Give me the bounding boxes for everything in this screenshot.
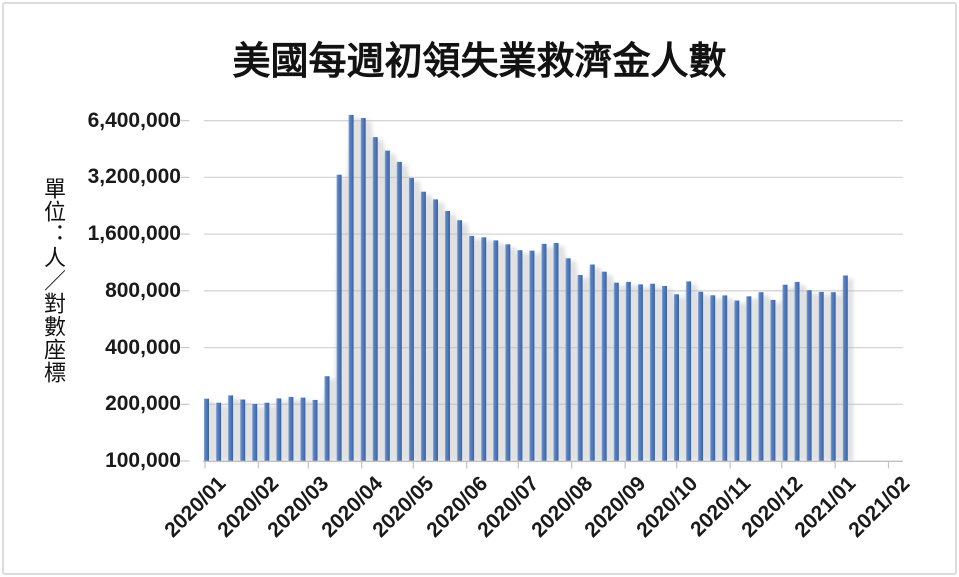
bar — [288, 396, 294, 461]
bar — [806, 290, 812, 461]
bar — [734, 300, 740, 461]
bar — [420, 191, 426, 461]
bar — [204, 398, 209, 461]
bar — [577, 275, 583, 461]
bar — [276, 398, 282, 461]
bar — [782, 284, 788, 461]
bar — [216, 402, 222, 461]
bar — [384, 150, 390, 461]
bar — [674, 294, 679, 461]
bar — [264, 402, 270, 461]
bar — [662, 286, 667, 461]
bar — [842, 275, 848, 461]
y-axis-tick-label: 1,600,000 — [87, 222, 181, 245]
bar — [818, 291, 824, 461]
y-axis-tick-label: 400,000 — [105, 336, 181, 359]
bar — [589, 264, 595, 461]
bar — [433, 199, 438, 461]
bar — [601, 271, 607, 461]
bar — [457, 220, 463, 461]
bar — [529, 250, 535, 461]
bar — [710, 295, 716, 461]
bar — [252, 403, 258, 461]
bar — [228, 395, 234, 461]
bar — [625, 281, 631, 461]
bar — [300, 397, 306, 461]
bar — [686, 281, 692, 461]
y-axis-tick-label: 3,200,000 — [87, 165, 181, 188]
bar — [360, 118, 366, 461]
bar — [698, 291, 704, 461]
bar — [312, 399, 318, 461]
y-axis-tick-label: 800,000 — [105, 279, 181, 302]
bar — [794, 281, 800, 461]
bar — [541, 243, 547, 461]
bar — [240, 399, 246, 461]
bar — [770, 299, 776, 461]
bar — [637, 284, 643, 461]
bar — [758, 292, 764, 461]
y-axis-unit-label: 單位：人／對數座標 — [41, 177, 66, 384]
bar — [445, 211, 450, 461]
bar — [396, 161, 402, 461]
bar — [493, 240, 499, 461]
bar — [481, 237, 487, 461]
bar — [553, 243, 559, 461]
bar — [505, 244, 511, 461]
bar — [722, 295, 728, 461]
bar — [830, 292, 836, 461]
bar — [649, 283, 655, 461]
bar — [469, 235, 475, 461]
y-axis-tick-label: 200,000 — [105, 392, 181, 415]
bar — [408, 178, 414, 461]
y-axis-tick-label: 100,000 — [105, 449, 181, 472]
bar — [613, 282, 619, 461]
bars-shadow — [205, 117, 854, 462]
bar — [348, 114, 354, 462]
chart-title: 美國每週初領失業救濟金人數 — [232, 41, 727, 83]
bar — [517, 250, 523, 461]
bar — [565, 258, 571, 461]
bar — [324, 376, 330, 461]
bar — [372, 137, 378, 461]
bar — [336, 174, 342, 461]
bar — [746, 296, 752, 461]
y-axis-tick-label: 6,400,000 — [87, 109, 181, 132]
